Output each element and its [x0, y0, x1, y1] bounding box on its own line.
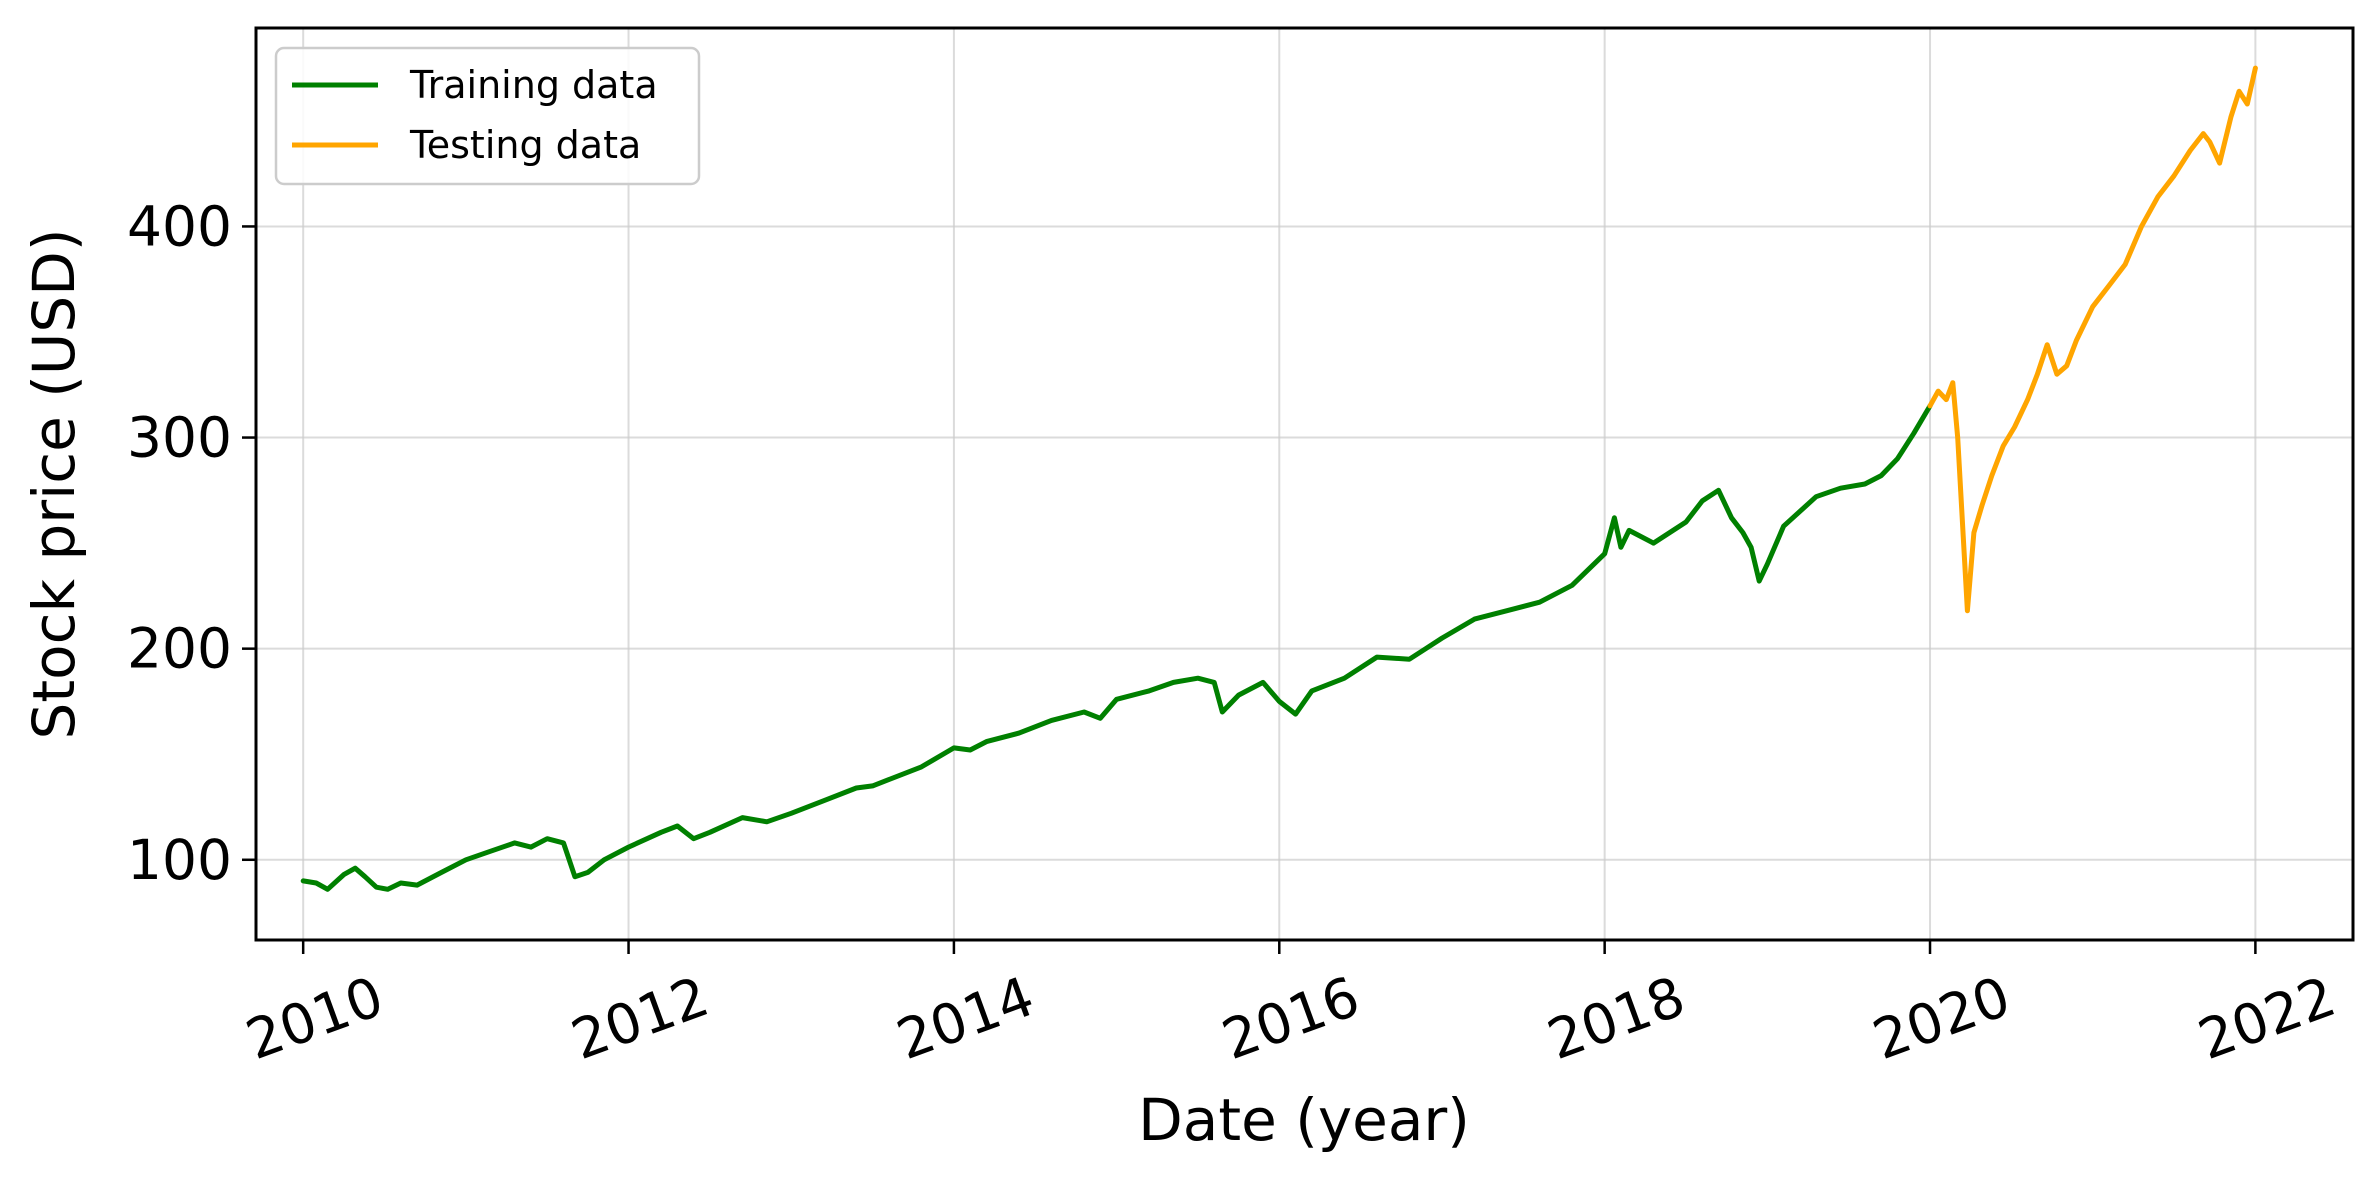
plot-frame [254, 26, 2355, 942]
y-tick-label: 200 [127, 617, 232, 681]
series-line-training [300, 403, 1933, 892]
series-line-testing [1927, 65, 2258, 614]
x-tick-label: 2016 [1214, 964, 1367, 1072]
x-tick-label: 2012 [563, 964, 716, 1072]
x-tick-label: 2022 [2190, 964, 2343, 1072]
y-tick-label: 300 [127, 406, 232, 470]
y-tick-label: 100 [127, 828, 232, 892]
x-axis-title: Date (year) [1138, 1086, 1470, 1154]
legend-box [274, 46, 701, 186]
y-tick-label: 400 [127, 194, 232, 258]
x-tick-label: 2018 [1539, 964, 1692, 1072]
legend-label-training: Training data [409, 63, 658, 107]
x-tick-label: 2010 [238, 964, 391, 1072]
legend-label-testing: Testing data [409, 123, 641, 167]
y-axis-title: Stock price (USD) [20, 229, 88, 740]
x-tick-label: 2020 [1865, 964, 2018, 1072]
series-layer [300, 65, 2258, 892]
legend: Training data Testing data [274, 46, 701, 186]
x-tick-label: 2014 [889, 964, 1042, 1072]
